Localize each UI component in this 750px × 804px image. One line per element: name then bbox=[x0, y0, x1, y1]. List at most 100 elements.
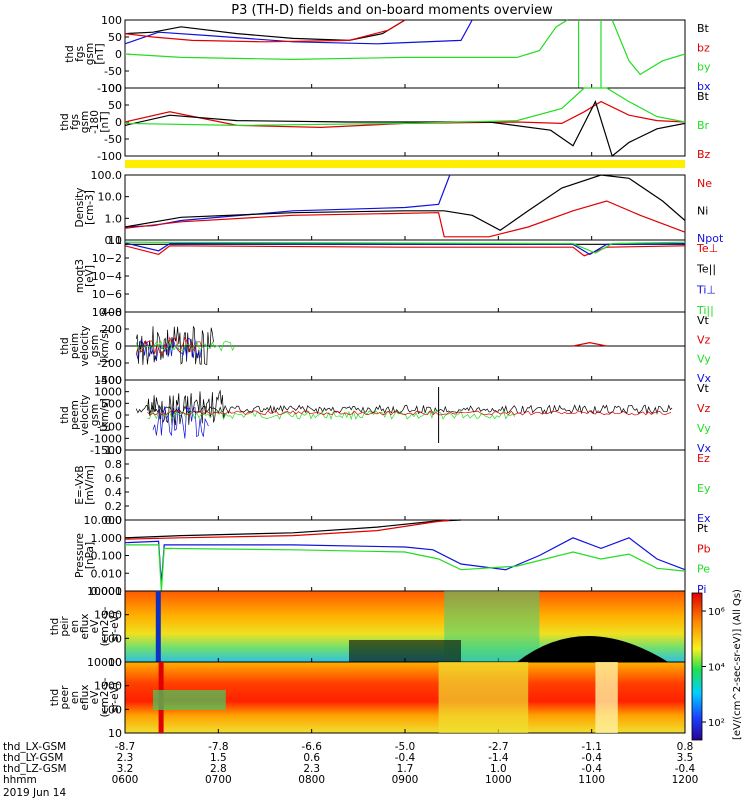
panel-4: 10 10−2 10−4 10−6 10−8 moqt3[eV] bbox=[74, 234, 686, 319]
panel-1: 100 50 0 -50 -100 thdfgsgsm[nT] bbox=[64, 14, 686, 95]
y-label-line: peim bbox=[69, 333, 81, 359]
y-label-line: gsm bbox=[89, 335, 101, 357]
y-tick-label: 10−4 bbox=[92, 270, 122, 283]
br-trace bbox=[124, 87, 686, 127]
y-tick-label: -1000 bbox=[90, 432, 122, 445]
legend-br: Br bbox=[697, 119, 710, 132]
y-tick-label: 0 bbox=[115, 409, 122, 422]
y-label-line: moqt3 bbox=[74, 259, 86, 293]
date-label: 2019 Jun 14 bbox=[3, 787, 66, 799]
y-tick-label: 200 bbox=[101, 323, 122, 336]
x-axis-value: -1.4 bbox=[488, 752, 509, 764]
y-label-line: gsm bbox=[79, 111, 91, 133]
y-label-line: eflux bbox=[79, 614, 91, 640]
y-label-line: gsm bbox=[84, 43, 96, 65]
electron-green-patch bbox=[153, 690, 226, 710]
legend-vt: Vt bbox=[697, 314, 710, 327]
x-axis-value: 3.5 bbox=[677, 752, 694, 764]
y-axis-label: Pressure[nPa] bbox=[74, 533, 96, 578]
y-tick-label: 1000 bbox=[94, 680, 122, 693]
x-axis-value: 0900 bbox=[392, 774, 419, 786]
x-axis-value: 1200 bbox=[672, 774, 699, 786]
pi-trace bbox=[124, 537, 686, 584]
vy-trace bbox=[135, 340, 236, 352]
y-tick-label: 100.0 bbox=[91, 169, 123, 182]
x-axis-value: 1100 bbox=[578, 774, 605, 786]
y-label-line: sr-eV) bbox=[109, 682, 121, 713]
y-tick-label: 10000 bbox=[87, 585, 122, 598]
y-tick-label: 1.0 bbox=[105, 444, 123, 457]
legend-vy: Vy bbox=[697, 422, 711, 435]
y-tick-label: 1000 bbox=[94, 386, 122, 399]
x-axis-value: 1.7 bbox=[397, 763, 414, 775]
y-axis-label: thdfgsgsm[nT] bbox=[64, 43, 106, 65]
y-tick-label: -1500 bbox=[90, 444, 122, 457]
vz-bump bbox=[572, 341, 607, 347]
y-tick-label: 10 bbox=[108, 727, 122, 740]
y-label-line: sr-eV) bbox=[109, 611, 121, 642]
x-axis-value: 2.3 bbox=[303, 763, 320, 775]
ion-no-data-region bbox=[517, 636, 669, 662]
panel-7: 1.00.80.60.40.20.0 E=-VxB[mV/m] bbox=[74, 444, 686, 527]
legend-ti: Ti⊥ bbox=[696, 283, 716, 296]
y-label-line: (cm2-s- bbox=[99, 677, 111, 717]
y-label-line: thd bbox=[59, 406, 71, 423]
ion-low-energy-noise bbox=[349, 640, 461, 662]
x-axis-value: -0.4 bbox=[581, 763, 602, 775]
panels-group: 100500-50-100thdfgsgsm[nT]100500-50-100t… bbox=[49, 14, 686, 740]
y-label-line: en bbox=[69, 620, 81, 633]
legend-vt: Vt bbox=[697, 382, 710, 395]
y-label-line: -180 bbox=[89, 110, 101, 134]
x-axis-block: thd_LX-GSM -8.7 -7.8 -6.6 -5.0 -2.7 -1.1 0.8 thd… bbox=[3, 741, 698, 786]
y-label-line: peir bbox=[59, 616, 71, 637]
x-axis-value: -0.4 bbox=[675, 763, 696, 775]
x-axis-value: -5.0 bbox=[395, 741, 416, 753]
x-axis-row-name: hhmm bbox=[3, 774, 37, 786]
y-tick-label: 0.4 bbox=[105, 486, 123, 499]
y-tick-label: 10−6 bbox=[92, 288, 122, 301]
y-tick-label: 10.000 bbox=[84, 514, 123, 527]
x-axis-value: 2.3 bbox=[117, 752, 134, 764]
y-tick-label: -50 bbox=[104, 65, 122, 78]
x-axis-row-name: thd_LX-GSM bbox=[3, 741, 66, 753]
chart-title: P3 (TH-D) fields and on-board moments ov… bbox=[231, 3, 553, 18]
y-tick-label: 100 bbox=[101, 14, 122, 27]
x-axis-value: -8.7 bbox=[115, 741, 136, 753]
y-label-line: [nPa] bbox=[84, 542, 96, 569]
y-label-line: [cm-3] bbox=[84, 190, 96, 225]
ti-perp-trace bbox=[124, 242, 686, 256]
colorbar-scale bbox=[691, 592, 703, 741]
y-label-line: Density bbox=[74, 188, 86, 228]
by-trace bbox=[124, 19, 568, 61]
bz-trace bbox=[124, 100, 686, 129]
panel-10: 10000 1000 100 10 thdpeerenefluxeV(cm2-s-sr-… bbox=[49, 656, 686, 740]
y-label-line: peem bbox=[69, 400, 81, 430]
legend-bz: Bz bbox=[697, 148, 711, 161]
y-label-line: thd bbox=[49, 689, 61, 706]
y-tick-label: 0 bbox=[115, 116, 122, 129]
y-axis-label: thdfgsgsm-180[nT] bbox=[59, 110, 111, 134]
panel-3: 100.0 10.0 1.0 0.1 Density[cm-3] bbox=[74, 169, 686, 247]
colorbar-tick-label: 10⁴ bbox=[708, 663, 725, 674]
y-tick-label: 100 bbox=[101, 82, 122, 95]
colorbar-tick-label: 10² bbox=[708, 718, 725, 729]
y-label-line: fgs bbox=[69, 114, 81, 130]
quality-flag-bar bbox=[125, 160, 685, 168]
y-tick-label: 10 bbox=[108, 656, 122, 669]
legend-ey: Ey bbox=[697, 482, 711, 495]
colorbar-label: [eV/(cm^2-sec-sr-eV)] (All Qs) bbox=[732, 589, 743, 740]
y-tick-label: -100 bbox=[97, 150, 122, 163]
legend-by: by bbox=[697, 61, 711, 74]
x-axis-value: 1.5 bbox=[210, 752, 227, 764]
pb-trace bbox=[124, 519, 450, 540]
legends-group: BtbzbybxBtBrBzNeNiNpotTe⊥Te||Ti⊥Ti||VtVz… bbox=[696, 22, 724, 596]
npot-trace bbox=[124, 174, 451, 228]
y-axis-label: E=-VxB[mV/m] bbox=[74, 465, 96, 504]
panel-frame bbox=[124, 449, 686, 521]
y-tick-label: -400 bbox=[97, 374, 122, 387]
ni-trace bbox=[124, 174, 686, 232]
y-tick-label: 0.0 bbox=[105, 514, 123, 527]
